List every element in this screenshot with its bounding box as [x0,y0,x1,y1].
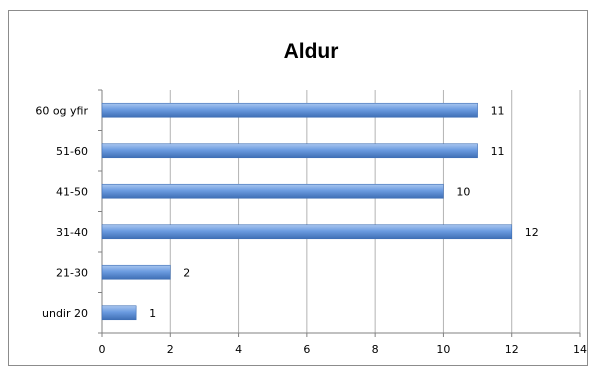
y-tick-label-51-60: 51-60 [56,145,88,158]
y-tick-label-60-og-yfir: 60 og yfir [35,104,88,117]
data-label-51-60: 11 [491,145,505,158]
chart-title: Aldur [284,40,339,63]
bar-60-og-yfir [101,102,478,118]
grid-lines [169,90,581,333]
x-tick-label-12: 12 [505,343,519,356]
x-tick-label-14: 14 [573,343,587,356]
x-tick-label-4: 4 [235,343,242,356]
x-tick-label-0: 0 [99,343,106,356]
bar-41-50 [101,183,444,199]
y-tick-label-31-40: 31-40 [56,226,88,239]
x-tick-label-6: 6 [303,343,310,356]
y-tick-label-41-50: 41-50 [56,185,88,198]
bar-21-30 [101,264,171,280]
bar-31-40 [101,224,513,240]
data-label-60-og-yfir: 11 [491,104,505,117]
data-label-41-50: 10 [456,185,470,198]
y-tick-label-undir-20: undir 20 [42,307,88,320]
labels: 0 2 4 6 8 10 12 14 undir 20 1 21-30 2 31-40 12 41-50 10… [35,104,587,356]
axes [98,89,581,337]
bar-undir-20 [101,305,137,321]
data-label-21-30: 2 [183,266,190,279]
y-tick-label-21-30: 21-30 [56,266,88,279]
x-tick-label-2: 2 [167,343,174,356]
bars [101,102,513,321]
data-label-31-40: 12 [525,226,539,239]
data-label-undir-20: 1 [149,307,156,320]
bar-51-60 [101,143,478,159]
x-tick-label-10: 10 [436,343,450,356]
x-tick-label-8: 8 [372,343,379,356]
